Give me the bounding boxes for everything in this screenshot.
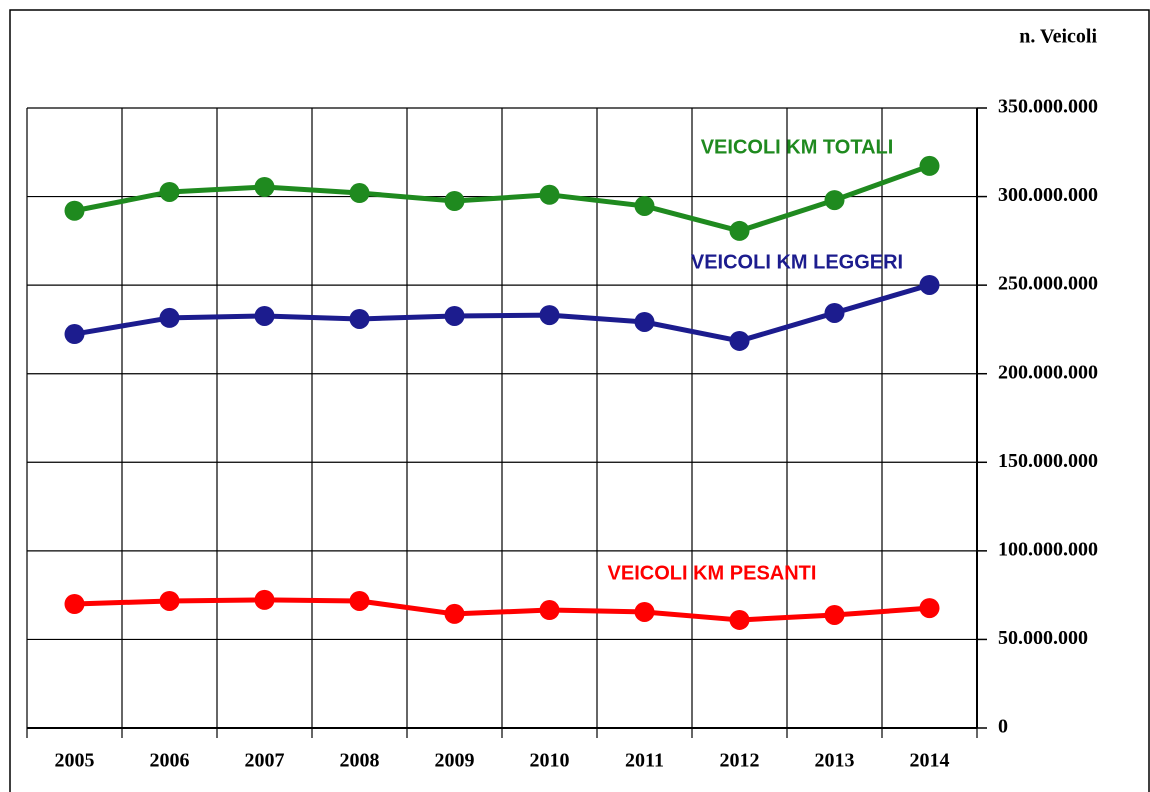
y-tick-label: 300.000.000 bbox=[998, 184, 1098, 206]
series-label: VEICOLI KM PESANTI bbox=[608, 562, 817, 584]
data-point bbox=[729, 609, 750, 630]
data-point bbox=[919, 155, 940, 176]
x-tick-label: 2012 bbox=[720, 750, 760, 772]
y-axis-label: n. Veicoli bbox=[1019, 26, 1097, 48]
data-point bbox=[634, 195, 655, 216]
x-tick-label: 2011 bbox=[625, 750, 664, 772]
x-tick-label: 2014 bbox=[910, 750, 950, 772]
x-tick-label: 2007 bbox=[245, 750, 285, 772]
series-line bbox=[74, 282, 931, 344]
frame bbox=[9, 9, 1150, 792]
data-point bbox=[539, 305, 560, 326]
data-point bbox=[729, 330, 750, 351]
data-point bbox=[64, 200, 85, 221]
x-tick-label: 2008 bbox=[340, 750, 380, 772]
data-point bbox=[64, 594, 85, 614]
data-point bbox=[634, 311, 655, 332]
data-point bbox=[824, 604, 845, 625]
y-tick-label: 350.000.000 bbox=[998, 96, 1098, 118]
y-tick-label: 0 bbox=[998, 716, 1008, 738]
data-point bbox=[64, 324, 85, 345]
data-point bbox=[444, 191, 465, 211]
series-label: VEICOLI KM LEGGERI bbox=[691, 251, 903, 273]
y-tick-label: 50.000.000 bbox=[998, 627, 1088, 649]
data-point bbox=[539, 600, 560, 621]
data-point bbox=[159, 181, 180, 202]
x-tick-label: 2006 bbox=[150, 750, 190, 772]
data-point bbox=[539, 184, 560, 205]
data-point bbox=[159, 590, 180, 611]
series-label: VEICOLI KM TOTALI bbox=[701, 136, 894, 158]
data-point bbox=[349, 308, 370, 329]
y-tick-label: 200.000.000 bbox=[998, 361, 1098, 383]
x-tick-label: 2005 bbox=[55, 750, 95, 772]
data-point bbox=[729, 220, 750, 241]
data-point bbox=[919, 274, 940, 295]
data-point bbox=[349, 183, 370, 204]
y-tick-label: 150.000.000 bbox=[998, 450, 1098, 472]
data-point bbox=[824, 302, 845, 323]
data-point bbox=[919, 598, 940, 619]
data-point bbox=[159, 307, 180, 328]
x-tick-label: 2009 bbox=[435, 750, 475, 772]
data-point bbox=[444, 305, 465, 326]
data-point bbox=[254, 589, 275, 610]
x-tick-label: 2013 bbox=[815, 750, 855, 772]
y-tick-label: 100.000.000 bbox=[998, 538, 1098, 560]
y-tick-label: 250.000.000 bbox=[998, 273, 1098, 295]
data-point bbox=[254, 305, 275, 326]
data-point bbox=[444, 603, 465, 624]
data-point bbox=[254, 177, 275, 198]
data-point bbox=[824, 190, 845, 211]
data-point bbox=[349, 590, 370, 611]
data-point bbox=[634, 601, 655, 622]
x-tick-label: 2010 bbox=[530, 750, 570, 772]
series-line bbox=[74, 597, 930, 623]
series-line bbox=[74, 163, 931, 234]
